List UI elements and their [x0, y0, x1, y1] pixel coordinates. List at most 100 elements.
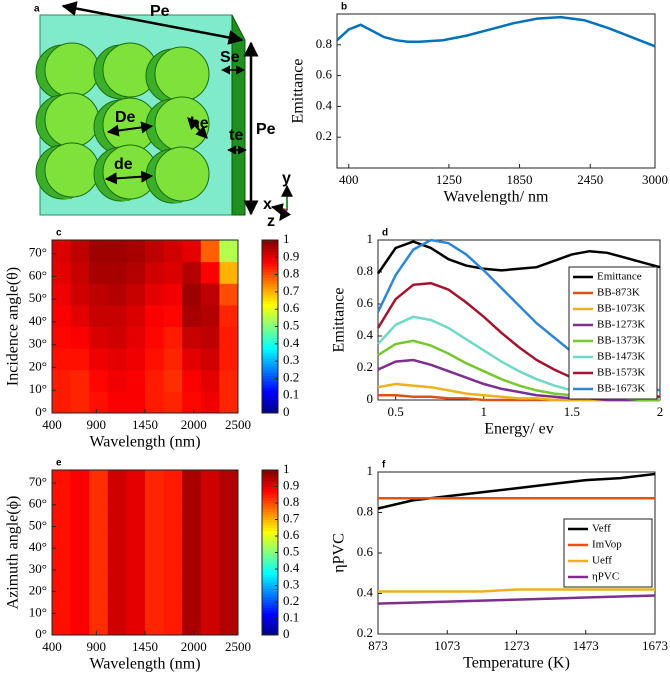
heatmap-cell [163, 369, 183, 392]
colorbar-segment [262, 404, 278, 408]
colorbar-segment [262, 626, 278, 630]
colorbar-segment [262, 251, 278, 255]
heatmap-cell [200, 470, 220, 492]
x-tick-label: 2 [657, 404, 664, 419]
y-tick-label: 1 [367, 463, 374, 478]
heatmap-cell [163, 511, 183, 533]
heatmap-cell [52, 283, 72, 306]
cylinder-top [44, 42, 100, 98]
colorbar-segment [262, 240, 278, 244]
heatmap-cell [145, 348, 165, 371]
colorbar-segment [262, 497, 278, 501]
colorbar-tick-label: 0 [283, 626, 290, 641]
colorbar-segment [262, 326, 278, 330]
colorbar-segment [262, 478, 278, 482]
colorbar-segment [262, 263, 278, 267]
colorbar-segment [262, 297, 278, 302]
x-axis-label: Wavelength (nm) [89, 434, 200, 451]
y-tick-label: 60° [29, 496, 47, 511]
heatmap-cell [89, 614, 109, 636]
heatmap-cell [70, 531, 90, 553]
heatmap-cell [126, 283, 146, 306]
heatmap-cell [200, 304, 220, 327]
heatmap-cell [70, 304, 90, 327]
heatmap-cell [145, 283, 165, 306]
heatmap-cell [107, 470, 127, 492]
heatmap-cell [107, 490, 127, 512]
heatmap-cell [126, 511, 146, 533]
dimension-label: Pe [256, 121, 276, 138]
heatmap-cell [126, 490, 146, 512]
heatmap-cell [145, 240, 165, 263]
heatmap-cell [70, 593, 90, 615]
colorbar-segment [262, 563, 278, 567]
heatmap-cell [89, 593, 109, 615]
cylinder-top [44, 92, 100, 148]
colorbar-tick-label: 0.9 [283, 477, 299, 492]
y-tick-label: 20° [29, 583, 47, 598]
x-tick-label: 0.5 [388, 404, 404, 419]
colorbar-segment [262, 596, 278, 600]
colorbar-segment [262, 486, 278, 490]
y-tick-label: 30° [29, 336, 47, 351]
colorbar-tick-label: 0.4 [283, 560, 300, 575]
x-tick-label: 1450 [132, 417, 158, 432]
colorbar-segment [262, 514, 278, 518]
colorbar-segment [262, 580, 278, 584]
colorbar-segment [262, 566, 278, 570]
heatmap-cell [126, 326, 146, 349]
colorbar-segment [262, 503, 278, 507]
cylinder-top [44, 142, 100, 198]
heatmap-cell [145, 614, 165, 636]
colorbar-segment [262, 361, 278, 365]
dimension-label: Se [220, 49, 240, 66]
legend-label: ηPVC [592, 571, 619, 583]
heatmap-cell [200, 369, 220, 392]
colorbar-tick-label: 0.2 [283, 369, 299, 384]
colorbar-segment [262, 329, 278, 333]
colorbar-segment [262, 289, 278, 293]
y-tick-label: 70° [29, 245, 47, 260]
colorbar-segment [262, 629, 278, 633]
y-tick-label: 0.2 [316, 128, 332, 143]
colorbar-segment [262, 291, 278, 296]
heatmap-cell [107, 511, 127, 533]
heatmap-cell [219, 593, 239, 615]
colorbar-segment [262, 274, 278, 278]
colorbar-segment [262, 610, 278, 614]
heatmap-cell [219, 490, 239, 512]
y-axis-label: Azimuth angle(ϕ) [5, 496, 22, 610]
heatmap-cell [200, 490, 220, 512]
colorbar-segment [262, 312, 278, 316]
y-tick-label: 70° [29, 474, 47, 489]
legend-label: BB-1373K [597, 335, 645, 347]
colorbar-tick-label: 0.6 [283, 527, 300, 542]
colorbar-segment [262, 286, 278, 290]
colorbar-segment [262, 560, 278, 564]
heatmap-cells [52, 470, 239, 636]
heatmap-cell [70, 470, 90, 492]
dimension-label: De [115, 109, 136, 126]
heatmap-cell [107, 593, 127, 615]
heatmap-cell [107, 391, 127, 414]
colorbar-segment [262, 615, 278, 619]
panel-letter: c [56, 228, 62, 239]
y-axis-label: Emittance [290, 59, 307, 124]
heatmap-cell [182, 531, 202, 553]
colorbar-segment [262, 530, 278, 534]
colorbar-segment [262, 558, 278, 562]
x-tick-label: 400 [42, 639, 62, 654]
heatmap-cell [70, 511, 90, 533]
heatmap-cell [70, 490, 90, 512]
y-tick-label: 0.4 [316, 97, 333, 112]
colorbar-segment [262, 500, 278, 504]
arrow [104, 170, 154, 185]
colorbar-segment [262, 555, 278, 559]
heatmap-cell [163, 261, 183, 284]
colorbar-segment [262, 398, 278, 402]
heatmap-cell [200, 348, 220, 371]
colorbar-segment [262, 481, 278, 485]
colorbar-segment [262, 375, 278, 379]
heatmap-cell [70, 348, 90, 371]
series-line [378, 588, 655, 593]
